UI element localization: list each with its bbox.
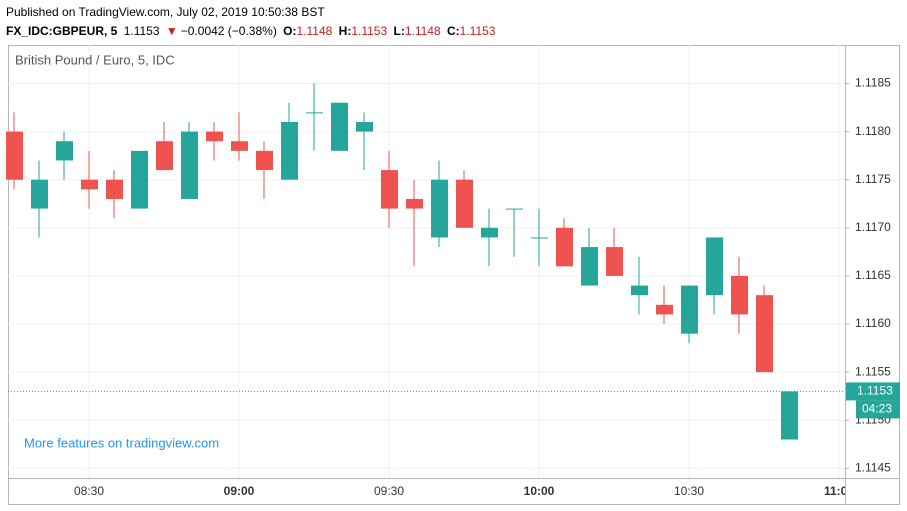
candle-body	[531, 237, 548, 239]
candle-body	[406, 198, 423, 209]
candle-body	[506, 208, 523, 210]
candle-body	[606, 247, 623, 276]
x-tick-label: 10:00	[524, 484, 555, 498]
last-price-box	[846, 382, 900, 401]
y-tick-label: 1.1155	[855, 364, 891, 378]
candle-body	[181, 131, 198, 199]
last-price-label: 1.1153	[857, 384, 893, 398]
x-tick-label: 09:00	[224, 484, 255, 498]
c: 1.1153	[459, 24, 496, 38]
l-label: L:	[393, 24, 405, 38]
y-tick-label: 1.1145	[855, 461, 891, 475]
candle-body	[256, 150, 273, 171]
x-tick-label: 11:00	[824, 484, 854, 498]
candle-body	[206, 131, 223, 142]
ohlc-row: FX_IDC:GBPEUR, 5 1.1153 ▼ −0.0042 (−0.38%…	[6, 22, 498, 41]
candle-body	[581, 247, 598, 286]
candle-body	[306, 112, 323, 114]
symbol: FX_IDC:GBPEUR, 5	[6, 24, 118, 38]
x-tick-label: 10:30	[674, 484, 704, 498]
candle-body	[481, 227, 498, 238]
candle-body	[56, 141, 73, 161]
candle-body	[381, 170, 398, 209]
candle-body	[631, 285, 648, 296]
o: 1.1148	[296, 24, 333, 38]
candle-body	[781, 391, 798, 440]
candle-body	[731, 275, 748, 315]
candle-body	[706, 237, 723, 296]
x-tick-label: 09:30	[374, 484, 404, 498]
countdown-box	[856, 400, 900, 419]
countdown: 04:23	[862, 402, 892, 416]
candle-body	[556, 227, 573, 267]
candle-body	[431, 179, 448, 238]
header: Published on TradingView.com, July 02, 2…	[6, 3, 498, 41]
arrow: ▼	[165, 24, 178, 38]
candle-body	[231, 141, 248, 151]
candle-body	[681, 285, 698, 334]
watermark: More features on tradingview.com	[24, 435, 219, 450]
candle-body	[456, 179, 473, 228]
published: Published on TradingView.com, July 02, 2…	[6, 5, 325, 19]
candle-body	[756, 295, 773, 373]
change: −0.0042 (−0.38%)	[180, 24, 277, 38]
chart-frame	[8, 45, 900, 505]
candle-body	[31, 179, 48, 209]
y-tick-label: 1.1165	[855, 268, 891, 282]
candle-body	[331, 102, 348, 151]
h-label: H:	[338, 24, 352, 38]
l: 1.1148	[404, 24, 441, 38]
o-label: O:	[283, 24, 297, 38]
x-tick-label: 08:30	[74, 484, 104, 498]
candle-body	[156, 141, 173, 171]
candle-body	[131, 150, 148, 209]
chart-title: British Pound / Euro, 5, IDC	[15, 52, 175, 67]
y-tick-label: 1.1185	[855, 76, 891, 90]
y-tick-label: 1.1175	[855, 172, 891, 186]
candle-body	[106, 179, 123, 199]
candle-body	[281, 121, 298, 180]
candle-body	[81, 179, 98, 190]
c-label: C:	[446, 24, 460, 38]
y-tick-label: 1.1180	[855, 124, 891, 138]
h: 1.1153	[351, 24, 388, 38]
candle-body	[356, 121, 373, 132]
last: 1.1153	[123, 24, 160, 38]
y-tick-label: 1.1170	[855, 220, 891, 234]
candle-body	[656, 304, 673, 315]
y-tick-label: 1.1160	[855, 316, 891, 330]
candle-body	[6, 131, 23, 180]
